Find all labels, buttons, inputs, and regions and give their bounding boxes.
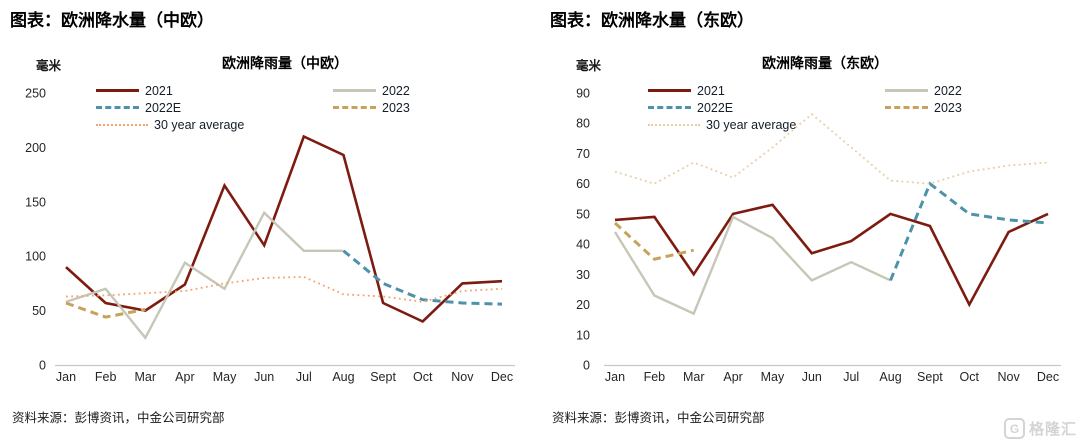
legend-item-2023: 2023: [333, 99, 534, 116]
y-tick-label: 200: [25, 141, 46, 155]
y-tick-label: 50: [576, 207, 590, 221]
legend-label: 2022E: [145, 100, 182, 115]
y-tick-label: 0: [583, 359, 590, 373]
legend-label: 2022E: [697, 100, 734, 115]
series-line-2023: [65, 301, 146, 319]
x-tick-label: May: [761, 370, 785, 384]
x-tick-label: Aug: [879, 370, 901, 384]
x-tick-label: Apr: [723, 370, 742, 384]
x-tick-label: Mar: [135, 370, 157, 384]
watermark-text: 格隆汇: [1028, 421, 1077, 438]
legend-label: 30 year average: [154, 117, 245, 132]
series-line-2021: [614, 203, 1049, 308]
y-tick-label: 50: [32, 304, 46, 318]
legend-label: 30 year average: [706, 117, 797, 132]
logo-letter: G: [1009, 421, 1020, 436]
series-line-2021: [65, 134, 503, 324]
legend-item-2022e: 2022E: [648, 99, 885, 116]
y-tick-label: 100: [25, 250, 46, 264]
x-tick-label: Sept: [917, 370, 943, 384]
y-tick-label: 10: [576, 328, 590, 342]
source-note: 资料来源：彭博资讯，中金公司研究部: [552, 411, 765, 425]
legend-item-2022e: 2022E: [96, 99, 333, 116]
series-line-2022e: [342, 249, 503, 306]
legend-swatch-solid: [648, 89, 691, 92]
legend-item-2021: 2021: [648, 82, 885, 99]
legend-swatch-dashed: [885, 106, 928, 109]
legend-label: 2022: [934, 83, 962, 98]
y-tick-label: 90: [576, 87, 590, 101]
y-tick-label: 250: [25, 87, 46, 101]
series-line-30-year-average: [65, 275, 503, 303]
y-tick-label: 80: [576, 117, 590, 131]
y-tick-label: 0: [39, 359, 46, 373]
x-tick-label: Jul: [296, 370, 312, 384]
y-tick-label: 20: [576, 298, 590, 312]
x-tick-label: Aug: [332, 370, 354, 384]
series-line-2023: [613, 221, 695, 261]
legend-label: 2021: [145, 83, 173, 98]
y-axis-unit-label: 毫米: [576, 59, 602, 73]
legend-swatch-dotted: [648, 123, 700, 126]
legend-swatch-solid: [96, 89, 139, 92]
figure-header-central: 图表：欧洲降水量（中欧）: [10, 11, 214, 30]
panel-eastern-europe: 图表：欧洲降水量（东欧） 毫米 欧洲降雨量（东欧） 2021 2022 2022E 2…: [540, 0, 1080, 442]
y-tick-label: 60: [576, 177, 590, 191]
x-tick-label: Sept: [370, 370, 396, 384]
x-tick-label: Nov: [998, 370, 1021, 384]
series-line-2022: [65, 210, 344, 340]
x-tick-label: Oct: [413, 370, 433, 384]
chart-title-central: 欧洲降雨量（中欧）: [222, 55, 348, 71]
legend-swatch-dashed: [96, 106, 139, 109]
x-tick-label: Jan: [56, 370, 76, 384]
legend-swatch-dotted: [96, 123, 148, 126]
panel-central-europe: 图表：欧洲降水量（中欧） 毫米 欧洲降雨量（中欧） 2021 2022 2022E 2…: [10, 11, 534, 425]
y-tick-label: 150: [25, 195, 46, 209]
y-tick-label: 70: [576, 147, 590, 161]
legend-label: 2023: [934, 100, 962, 115]
legend-item-2021: 2021: [96, 82, 333, 99]
legend-label: 2023: [382, 100, 410, 115]
line-chart-central: 0 50 100 150 200 250 Jan Feb Mar Apr May Jun Jul Aug S…: [25, 87, 515, 384]
y-tick-label: 30: [576, 268, 590, 282]
chart-title-eastern: 欧洲降雨量（东欧）: [762, 55, 888, 71]
legend: 2021 2022 2022E 2023 30 year average: [96, 82, 534, 133]
x-tick-label: Jan: [605, 370, 625, 384]
x-tick-label: Nov: [451, 370, 474, 384]
x-tick-label: Dec: [1037, 370, 1059, 384]
legend-item-2022: 2022: [885, 82, 1074, 99]
series-line-30-year-average: [614, 113, 1049, 185]
y-tick-label: 40: [576, 238, 590, 252]
figure-header-eastern: 图表：欧洲降水量（东欧）: [550, 11, 754, 30]
line-chart-eastern: 0 10 20 30 40 50 60 70 80 90 Jan Feb Mar Apr May Jun Jul…: [576, 87, 1061, 384]
legend-item-2022: 2022: [333, 82, 534, 99]
legend-item-30-year-average: 30 year average: [648, 116, 885, 133]
legend-swatch-solid: [333, 89, 376, 92]
series-line-2022e: [889, 181, 1049, 281]
x-tick-label: Jul: [843, 370, 859, 384]
gelonghui-watermark: G 格隆汇: [1003, 418, 1077, 439]
x-tick-label: May: [213, 370, 237, 384]
legend-label: 2021: [697, 83, 725, 98]
legend-swatch-dashed: [333, 106, 376, 109]
legend-item-2023: 2023: [885, 99, 1074, 116]
x-tick-label: Mar: [683, 370, 705, 384]
x-tick-label: Feb: [644, 370, 666, 384]
x-tick-label: Jun: [254, 370, 274, 384]
legend-label: 2022: [382, 83, 410, 98]
legend: 2021 2022 2022E 2023 30 year average: [648, 82, 1074, 133]
x-tick-label: Oct: [960, 370, 980, 384]
source-note: 资料来源：彭博资讯，中金公司研究部: [12, 411, 225, 425]
legend-item-30-year-average: 30 year average: [96, 116, 333, 133]
legend-swatch-solid: [885, 89, 928, 92]
x-tick-label: Apr: [175, 370, 194, 384]
x-tick-label: Dec: [491, 370, 513, 384]
gelonghui-logo-icon: G: [1003, 418, 1025, 439]
y-axis-unit-label: 毫米: [36, 59, 62, 73]
legend-swatch-dashed: [648, 106, 691, 109]
series-line-2022: [613, 215, 892, 316]
x-tick-label: Feb: [95, 370, 117, 384]
x-tick-label: Jun: [802, 370, 822, 384]
